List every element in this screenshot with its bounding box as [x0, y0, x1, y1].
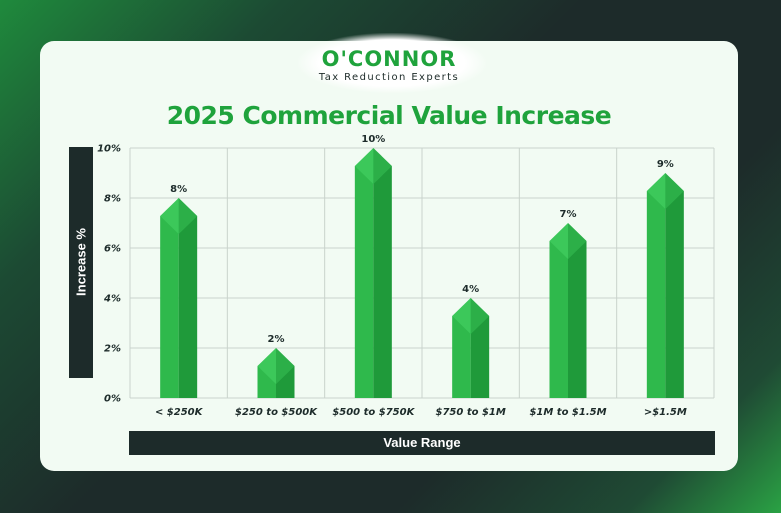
- bar-cap-shade: [178, 198, 198, 234]
- x-tick-label: $1M to $1.5M: [529, 407, 606, 418]
- chart-title: 2025 Commercial Value Increase: [166, 101, 612, 130]
- x-tick-label: >$1.5M: [644, 407, 687, 418]
- bar-cap-shade: [665, 173, 684, 209]
- x-tick-label: < $250K: [155, 407, 204, 418]
- bar: [354, 148, 392, 398]
- bar-right-face: [178, 216, 198, 398]
- brand-logo: O'CONNOR Tax Reduction Experts: [40, 47, 738, 84]
- bar-left-face: [646, 191, 666, 398]
- data-label: 10%: [361, 134, 385, 145]
- bar: [160, 198, 198, 398]
- brand-tagline: Tax Reduction Experts: [318, 72, 460, 83]
- x-tick-label: $250 to $500K: [235, 407, 318, 418]
- bar-cap-shade: [276, 348, 295, 384]
- bar-cap-shade: [373, 148, 392, 184]
- x-axis-label: Value Range: [129, 431, 715, 455]
- bar-right-face: [470, 316, 490, 398]
- bar-left-face: [452, 316, 471, 398]
- y-tick-label: 2%: [104, 344, 121, 355]
- bar-left-face: [354, 166, 374, 398]
- bar-right-face: [568, 241, 587, 398]
- logo-backdrop: [298, 33, 486, 93]
- data-label: 9%: [657, 159, 674, 170]
- bar-right-face: [665, 191, 684, 398]
- bar-cap-shade: [470, 298, 490, 334]
- brand-name: O'CONNOR: [321, 47, 457, 71]
- bar: [549, 223, 587, 398]
- bar: [257, 348, 295, 398]
- bar-left-face: [160, 216, 179, 398]
- y-tick-label: 10%: [97, 144, 121, 155]
- bar: [646, 173, 684, 398]
- y-axis-label-box: [69, 147, 93, 378]
- x-tick-label: $500 to $750K: [332, 407, 415, 418]
- y-tick-label: 8%: [104, 194, 121, 205]
- bar-cap-shade: [568, 223, 587, 259]
- data-label: 4%: [462, 284, 479, 295]
- chart-card: O'CONNOR Tax Reduction Experts 2025 Comm…: [40, 33, 738, 471]
- data-label: 2%: [268, 334, 285, 345]
- bar: [452, 298, 490, 398]
- y-tick-label: 6%: [104, 244, 121, 255]
- x-tick-label: $750 to $1M: [436, 407, 506, 418]
- data-label: 7%: [560, 209, 577, 220]
- y-tick-label: 4%: [103, 294, 121, 305]
- bar-right-face: [373, 166, 392, 398]
- data-label: 8%: [170, 184, 187, 195]
- bar-left-face: [549, 241, 568, 398]
- y-tick-label: 0%: [104, 394, 121, 405]
